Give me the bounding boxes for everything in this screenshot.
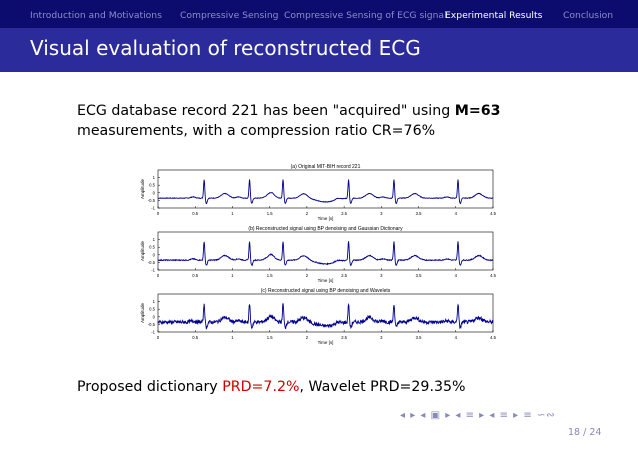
x-tick-label: 3 — [380, 211, 383, 216]
x-tick-label: 1.5 — [267, 335, 273, 340]
x-tick-label: 4 — [455, 273, 458, 278]
x-tick-label: 1.5 — [267, 273, 273, 278]
x-tick-label: 4 — [455, 211, 458, 216]
y-axis-label: Amplitude — [140, 303, 145, 324]
proposed-prd-value: PRD=7.2% — [222, 379, 300, 395]
x-tick-label: 3.5 — [416, 335, 422, 340]
y-tick-label: 0 — [153, 252, 156, 257]
slide-title-bar: Visual evaluation of reconstructed ECG — [0, 28, 638, 72]
x-tick-label: 2.5 — [341, 211, 347, 216]
x-tick-label: 2 — [306, 211, 309, 216]
x-tick-label: 1 — [231, 273, 234, 278]
y-axis-label: Amplitude — [140, 179, 145, 200]
plot-frame — [157, 293, 494, 333]
x-tick-label: 3 — [380, 273, 383, 278]
plot-frame — [157, 169, 494, 209]
x-tick-label: 3.5 — [416, 211, 422, 216]
y-tick-label: 0 — [153, 314, 156, 319]
y-tick-label: 1 — [153, 175, 156, 180]
page-number: 18 / 24 — [568, 427, 602, 438]
x-tick-label: 4 — [455, 335, 458, 340]
x-tick-label: 3 — [380, 335, 383, 340]
y-axis-label: Amplitude — [140, 241, 145, 262]
y-tick-label: 0.5 — [149, 245, 155, 250]
intro-text: ECG database record 221 has been "acquir… — [77, 101, 500, 141]
intro-line-1: ECG database record 221 has been "acquir… — [77, 101, 500, 121]
x-tick-label: 4.5 — [490, 273, 496, 278]
x-tick-label: 2.5 — [341, 335, 347, 340]
y-tick-label: -0.5 — [148, 198, 156, 203]
x-axis-label: Time [s] — [318, 216, 334, 221]
x-tick-label: 4.5 — [490, 335, 496, 340]
x-tick-label: 4.5 — [490, 211, 496, 216]
prd-result-text: Proposed dictionary PRD=7.2%, Wavelet PR… — [77, 379, 466, 395]
y-tick-label: -1 — [151, 330, 155, 335]
y-tick-label: 0 — [153, 190, 156, 195]
x-axis-label: Time [s] — [318, 278, 334, 283]
x-tick-label: 2 — [306, 273, 309, 278]
panel-title: (a) Original MIT-BIH record 221 — [291, 164, 361, 170]
ecg-figure: (a) Original MIT-BIH record 221 0 0.5 1 1.5 2… — [140, 164, 497, 345]
x-tick-label: 3.5 — [416, 273, 422, 278]
x-tick-label: 0 — [157, 335, 160, 340]
x-tick-label: 1 — [231, 211, 234, 216]
y-tick-label: 0.5 — [149, 183, 155, 188]
panel-title: (b) Reconstructed signal using BP denois… — [248, 226, 403, 232]
y-tick-label: 1 — [153, 299, 156, 304]
x-tick-label: 1 — [231, 335, 234, 340]
ecg-signal-line — [157, 241, 494, 267]
result-prefix: Proposed dictionary — [77, 379, 223, 395]
y-tick-label: -0.5 — [148, 260, 156, 265]
x-tick-label: 0.5 — [192, 211, 198, 216]
beamer-navigation-symbols[interactable]: ◂ ▸ ◂ ▣ ▸ ◂ ≡ ▸ ◂ ≡ ▸ ≡ ∽∾ — [400, 410, 556, 421]
x-tick-label: 2.5 — [341, 273, 347, 278]
y-tick-label: 1 — [153, 237, 156, 242]
measurement-count: M=63 — [454, 103, 501, 119]
intro-line-1-text: ECG database record 221 has been "acquir… — [77, 103, 455, 119]
x-tick-label: 0.5 — [192, 335, 198, 340]
ecg-signal-line — [157, 302, 494, 330]
x-tick-label: 2 — [306, 335, 309, 340]
nav-item-compressive-sensing[interactable]: Compressive Sensing — [180, 10, 279, 21]
nav-item-conclusion[interactable]: Conclusion — [563, 10, 614, 21]
nav-item-cs-of-ecg[interactable]: Compressive Sensing of ECG signal — [284, 10, 447, 21]
slide-title: Visual evaluation of reconstructed ECG — [30, 36, 421, 60]
section-navigation-bar: Introduction and Motivations Compressive… — [0, 0, 638, 28]
panel-title: (c) Reconstructed signal using BP denois… — [261, 288, 391, 294]
x-axis-label: Time [s] — [318, 340, 334, 345]
nav-item-experimental-results[interactable]: Experimental Results — [445, 10, 543, 21]
nav-item-introduction[interactable]: Introduction and Motivations — [30, 10, 162, 21]
x-tick-label: 0 — [157, 273, 160, 278]
y-tick-label: 0.5 — [149, 307, 155, 312]
intro-line-2: measurements, with a compression ratio C… — [77, 123, 436, 139]
plot-frame — [157, 231, 494, 271]
x-tick-label: 0.5 — [192, 273, 198, 278]
ecg-signal-line — [157, 179, 494, 205]
y-tick-label: -0.5 — [148, 322, 156, 327]
wavelet-prd-text: , Wavelet PRD=29.35% — [299, 379, 466, 395]
x-tick-label: 1.5 — [267, 211, 273, 216]
y-tick-label: -1 — [151, 206, 155, 211]
x-tick-label: 0 — [157, 211, 160, 216]
y-tick-label: -1 — [151, 268, 155, 273]
